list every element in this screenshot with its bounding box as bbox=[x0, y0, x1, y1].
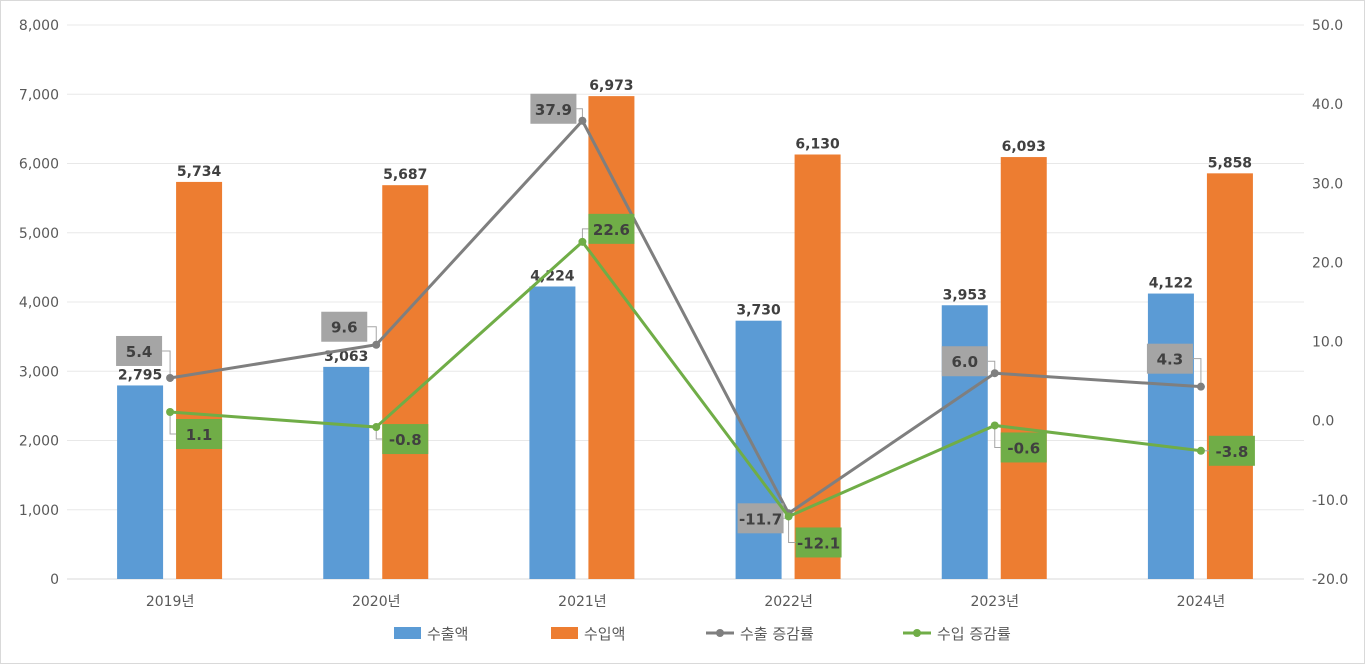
line-marker bbox=[166, 408, 175, 417]
leader-line bbox=[994, 425, 1001, 448]
growth-data-label: -12.1 bbox=[797, 534, 840, 552]
leader-line bbox=[788, 516, 796, 543]
growth-label-box bbox=[382, 424, 429, 455]
bar-data-label: 5,734 bbox=[177, 164, 222, 180]
growth-data-label: -0.8 bbox=[389, 431, 422, 449]
legend-marker bbox=[716, 629, 724, 637]
line-marker bbox=[578, 237, 587, 246]
legend-marker bbox=[913, 629, 921, 637]
bar-data-label: 3,953 bbox=[943, 287, 987, 303]
leader-line bbox=[1192, 358, 1202, 387]
growth-data-label: -0.6 bbox=[1007, 439, 1040, 457]
bar-data-label: 5,687 bbox=[383, 167, 427, 183]
x-tick-label: 2020년 bbox=[352, 594, 401, 610]
line-marker bbox=[1196, 446, 1205, 455]
import-bar bbox=[1000, 157, 1047, 579]
line-marker bbox=[784, 512, 793, 521]
bar-data-label: 6,130 bbox=[795, 136, 840, 152]
import-bar bbox=[1206, 173, 1253, 579]
growth-data-label: -3.8 bbox=[1216, 443, 1249, 461]
line-marker bbox=[578, 116, 587, 125]
y-right-tick-label: -20.0 bbox=[1312, 572, 1348, 588]
y-right-tick-label: 10.0 bbox=[1312, 335, 1343, 351]
growth-label-box bbox=[176, 419, 223, 450]
y-right-tick-label: 40.0 bbox=[1312, 97, 1343, 113]
growth-label-box bbox=[737, 503, 784, 534]
y-left-tick-label: 7,000 bbox=[19, 87, 59, 103]
legend-label: 수출액 bbox=[427, 625, 468, 643]
y-left-tick-label: 6,000 bbox=[19, 157, 59, 173]
export-growth-line bbox=[169, 118, 1202, 516]
import-bar bbox=[382, 185, 429, 580]
line-marker bbox=[990, 369, 999, 378]
import-bar bbox=[176, 181, 223, 579]
leader-line bbox=[162, 350, 171, 378]
y-right-tick-label: 0.0 bbox=[1312, 414, 1334, 430]
line-marker bbox=[1196, 382, 1205, 391]
import-bar bbox=[794, 154, 841, 579]
y-right-tick-label: -10.0 bbox=[1312, 493, 1348, 509]
growth-label-box bbox=[941, 346, 988, 377]
leader-line bbox=[169, 412, 177, 435]
bar-data-label: 2,795 bbox=[118, 367, 162, 383]
y-right-tick-label: 50.0 bbox=[1312, 18, 1343, 34]
growth-data-label: 22.6 bbox=[593, 221, 630, 239]
y-left-tick-label: 0 bbox=[50, 572, 59, 588]
legend-swatch bbox=[551, 627, 578, 639]
legend-swatch bbox=[394, 627, 421, 639]
line-marker bbox=[990, 421, 999, 430]
bar-data-label: 3,063 bbox=[324, 349, 368, 365]
growth-data-label: 4.3 bbox=[1157, 351, 1184, 369]
y-left-tick-label: 5,000 bbox=[19, 226, 59, 242]
legend-label: 수출 증감률 bbox=[740, 625, 814, 643]
y-left-tick-label: 2,000 bbox=[19, 434, 59, 450]
growth-label-box bbox=[1000, 432, 1047, 463]
growth-data-label: 5.4 bbox=[126, 343, 153, 361]
export-bar bbox=[735, 320, 782, 579]
y-right-tick-label: 30.0 bbox=[1312, 176, 1343, 192]
growth-label-box bbox=[321, 311, 368, 342]
import-growth-line bbox=[169, 239, 1202, 519]
growth-label-box bbox=[116, 335, 163, 366]
growth-label-box bbox=[1208, 435, 1255, 466]
growth-label-box bbox=[530, 93, 577, 124]
import-bar bbox=[588, 96, 635, 579]
x-tick-label: 2024년 bbox=[1177, 594, 1226, 610]
line-marker bbox=[166, 373, 175, 382]
y-left-tick-label: 3,000 bbox=[19, 364, 59, 380]
growth-label-box bbox=[1146, 343, 1193, 374]
legend-label: 수입 증감률 bbox=[937, 625, 1011, 643]
x-tick-label: 2022년 bbox=[764, 594, 813, 610]
bar-data-label: 3,730 bbox=[736, 303, 781, 319]
growth-data-label: 37.9 bbox=[535, 101, 572, 119]
x-tick-label: 2019년 bbox=[146, 594, 195, 610]
line-marker bbox=[372, 423, 381, 432]
y-left-tick-label: 1,000 bbox=[19, 503, 59, 519]
line-marker bbox=[372, 340, 381, 349]
growth-label-box bbox=[795, 527, 842, 558]
bar-data-label: 6,973 bbox=[589, 78, 633, 94]
growth-data-label: 9.6 bbox=[331, 319, 358, 337]
export-bar bbox=[1147, 293, 1194, 579]
y-left-tick-label: 4,000 bbox=[19, 295, 59, 311]
bar-data-label: 5,858 bbox=[1208, 155, 1252, 171]
growth-data-label: 6.0 bbox=[951, 353, 978, 371]
growth-data-label: -11.7 bbox=[739, 510, 782, 528]
bar-data-label: 6,093 bbox=[1002, 139, 1046, 155]
x-tick-label: 2021년 bbox=[558, 594, 607, 610]
export-bar bbox=[529, 286, 576, 579]
leader-line bbox=[367, 326, 377, 345]
export-bar bbox=[117, 385, 164, 579]
bar-data-label: 4,122 bbox=[1149, 276, 1193, 292]
export-bar bbox=[323, 366, 370, 579]
x-tick-label: 2023년 bbox=[970, 594, 1019, 610]
y-left-tick-label: 8,000 bbox=[19, 18, 59, 34]
leader-line bbox=[581, 228, 589, 242]
growth-data-label: 1.1 bbox=[186, 426, 213, 444]
growth-label-box bbox=[588, 213, 635, 244]
legend-label: 수입액 bbox=[584, 625, 625, 643]
y-right-tick-label: 20.0 bbox=[1312, 255, 1343, 271]
